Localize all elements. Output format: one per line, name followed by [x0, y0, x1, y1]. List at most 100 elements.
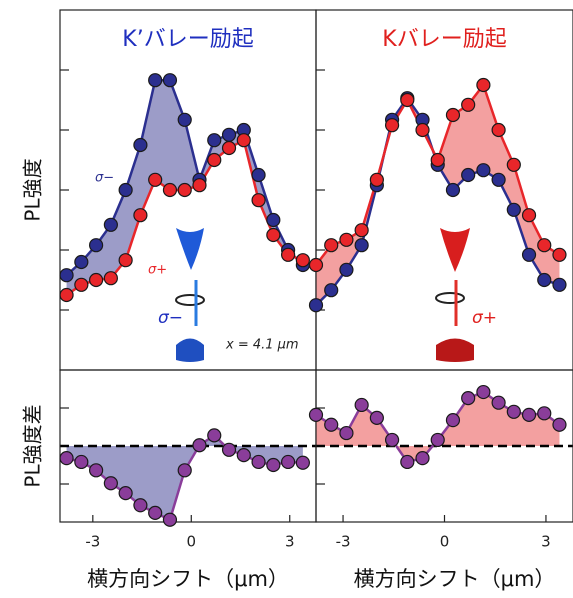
- data-point: [310, 408, 323, 421]
- x-tick-label: 3: [285, 533, 295, 551]
- data-point: [446, 414, 459, 427]
- data-point: [310, 299, 323, 312]
- data-point: [296, 456, 309, 469]
- rotation: [176, 295, 204, 305]
- data-point: [355, 398, 368, 411]
- series-label: σ+: [148, 263, 167, 278]
- data-point: [149, 506, 162, 519]
- panel-title: Kバレー励起: [382, 27, 506, 52]
- data-point: [252, 455, 265, 468]
- data-point: [104, 272, 117, 285]
- data-point: [446, 109, 459, 122]
- x-tick-label: 0: [440, 533, 450, 551]
- page: K’バレー励起 PL強度 σ− σ+ Kバレー励起 -3 0 3 PL強度差横方向シフト（μm）…: [0, 0, 573, 598]
- x-axis-label: 横方向シフト（μm）: [354, 567, 556, 591]
- data-point: [134, 499, 147, 512]
- cone-upper: [176, 228, 204, 270]
- data-point: [325, 418, 338, 431]
- data-point: [267, 229, 280, 242]
- data-point: [431, 433, 444, 446]
- x-tick-label: 3: [541, 533, 551, 551]
- data-point: [523, 209, 536, 222]
- data-point: [178, 464, 191, 477]
- data-point: [75, 455, 88, 468]
- data-point: [163, 513, 176, 526]
- data-point: [193, 179, 206, 192]
- data-point: [119, 487, 132, 500]
- data-point: [492, 396, 505, 409]
- panel-frame: [316, 10, 573, 370]
- data-point: [178, 184, 191, 197]
- data-point: [237, 449, 250, 462]
- x-tick-label: -3: [336, 533, 351, 551]
- figure: K’バレー励起 PL強度 σ− σ+ Kバレー励起 -3 0 3 PL強度差横方向シフト（μm）…: [0, 0, 573, 598]
- data-point: [223, 142, 236, 155]
- data-point: [134, 209, 147, 222]
- data-point: [223, 443, 236, 456]
- annotation: σ−: [158, 308, 183, 328]
- data-point: [252, 169, 265, 182]
- data-point: [416, 124, 429, 137]
- data-point: [296, 254, 309, 267]
- data-point: [462, 169, 475, 182]
- data-point: [325, 239, 338, 252]
- y-axis-label: PL強度: [21, 158, 45, 221]
- data-point: [523, 248, 536, 261]
- data-point: [492, 173, 505, 186]
- data-point: [149, 173, 162, 186]
- rotation: [436, 293, 464, 303]
- annotation: σ+: [472, 308, 497, 328]
- y-axis-label: PL強度差: [21, 404, 45, 487]
- data-point: [538, 407, 551, 420]
- data-point: [386, 119, 399, 132]
- data-point: [60, 269, 73, 282]
- data-point: [60, 289, 73, 302]
- data-point: [538, 239, 551, 252]
- cone-lower: [436, 339, 474, 363]
- x-tick-label: 0: [187, 533, 197, 551]
- x-axis-label: 横方向シフト（μm）: [87, 567, 289, 591]
- data-point: [553, 278, 566, 291]
- data-point: [462, 392, 475, 405]
- data-point: [134, 139, 147, 152]
- data-point: [477, 386, 490, 399]
- data-point: [149, 74, 162, 87]
- data-point: [119, 184, 132, 197]
- data-point: [208, 154, 221, 167]
- data-point: [90, 464, 103, 477]
- data-point: [90, 274, 103, 287]
- data-point: [60, 452, 73, 465]
- data-point: [163, 184, 176, 197]
- data-point: [75, 256, 88, 269]
- data-point: [416, 452, 429, 465]
- data-point: [282, 248, 295, 261]
- data-point: [193, 439, 206, 452]
- data-point: [104, 218, 117, 231]
- data-point: [507, 158, 520, 171]
- data-point: [446, 184, 459, 197]
- data-point: [477, 79, 490, 92]
- data-point: [401, 455, 414, 468]
- data-point: [370, 173, 383, 186]
- annotation: x = 4.1 μm: [225, 338, 299, 353]
- data-point: [208, 134, 221, 147]
- data-point: [267, 459, 280, 472]
- data-point: [90, 239, 103, 252]
- cone-lower: [176, 339, 204, 363]
- data-point: [340, 263, 353, 276]
- data-point: [401, 94, 414, 107]
- data-point: [282, 455, 295, 468]
- panel-title: K’バレー励起: [122, 27, 253, 52]
- data-point: [462, 98, 475, 111]
- shaded-region: [67, 435, 303, 519]
- series-label: σ−: [95, 171, 114, 186]
- data-point: [325, 284, 338, 297]
- data-point: [370, 411, 383, 424]
- data-point: [355, 224, 368, 237]
- data-point: [267, 214, 280, 227]
- data-point: [178, 113, 191, 126]
- data-point: [223, 128, 236, 141]
- data-point: [492, 124, 505, 137]
- data-point: [252, 194, 265, 207]
- shaded-region: [316, 392, 559, 462]
